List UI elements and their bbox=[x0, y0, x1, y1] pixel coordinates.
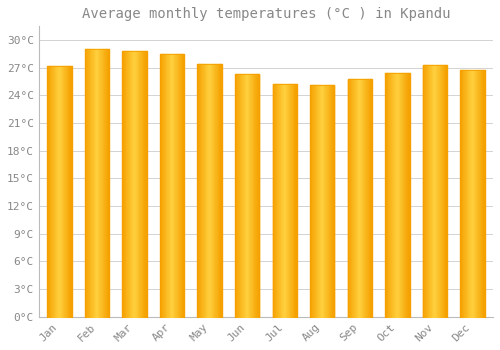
Title: Average monthly temperatures (°C ) in Kpandu: Average monthly temperatures (°C ) in Kp… bbox=[82, 7, 450, 21]
